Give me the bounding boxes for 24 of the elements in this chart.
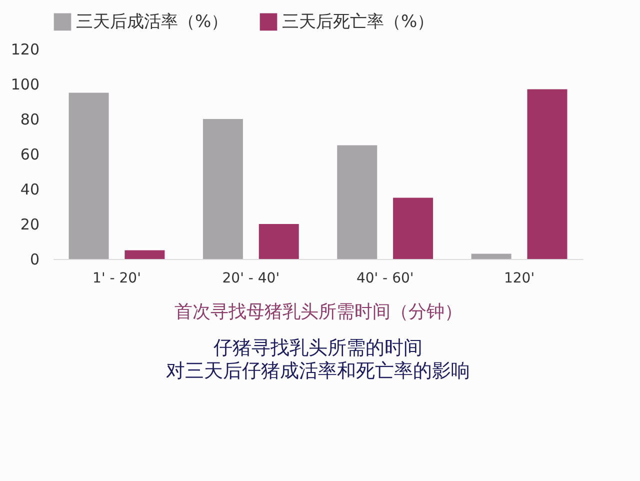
- x-tick-label: 1' - 20': [92, 270, 141, 286]
- legend-label: 三天后成活率（%）: [76, 12, 228, 32]
- y-tick-label: 40: [20, 180, 40, 198]
- y-tick-label: 80: [20, 110, 40, 128]
- y-tick-label: 120: [10, 40, 40, 58]
- bar: [393, 198, 434, 259]
- bar: [258, 224, 299, 259]
- x-tick-label: 40' - 60': [356, 270, 414, 286]
- y-tick-label: 60: [20, 146, 40, 164]
- y-tick-label: 100: [10, 76, 40, 94]
- text: 对三天后仔猪成活率和死亡率的影响: [166, 360, 470, 382]
- x-tick-label: 20' - 40': [222, 270, 280, 286]
- bar: [124, 250, 165, 259]
- bar: [527, 89, 568, 259]
- x-axis-title: 首次寻找母猪乳头所需时间（分钟）: [174, 302, 462, 322]
- bar: [337, 145, 378, 259]
- y-tick-label: 0: [30, 250, 40, 268]
- y-tick-label: 20: [20, 216, 40, 234]
- text: 仔猪寻找乳头所需的时间: [214, 337, 422, 359]
- bar: [202, 119, 243, 259]
- legend-label: 三天后死亡率（%）: [282, 12, 434, 32]
- bar: [68, 92, 109, 259]
- bar: [471, 254, 512, 259]
- x-tick-label: 120': [504, 270, 535, 286]
